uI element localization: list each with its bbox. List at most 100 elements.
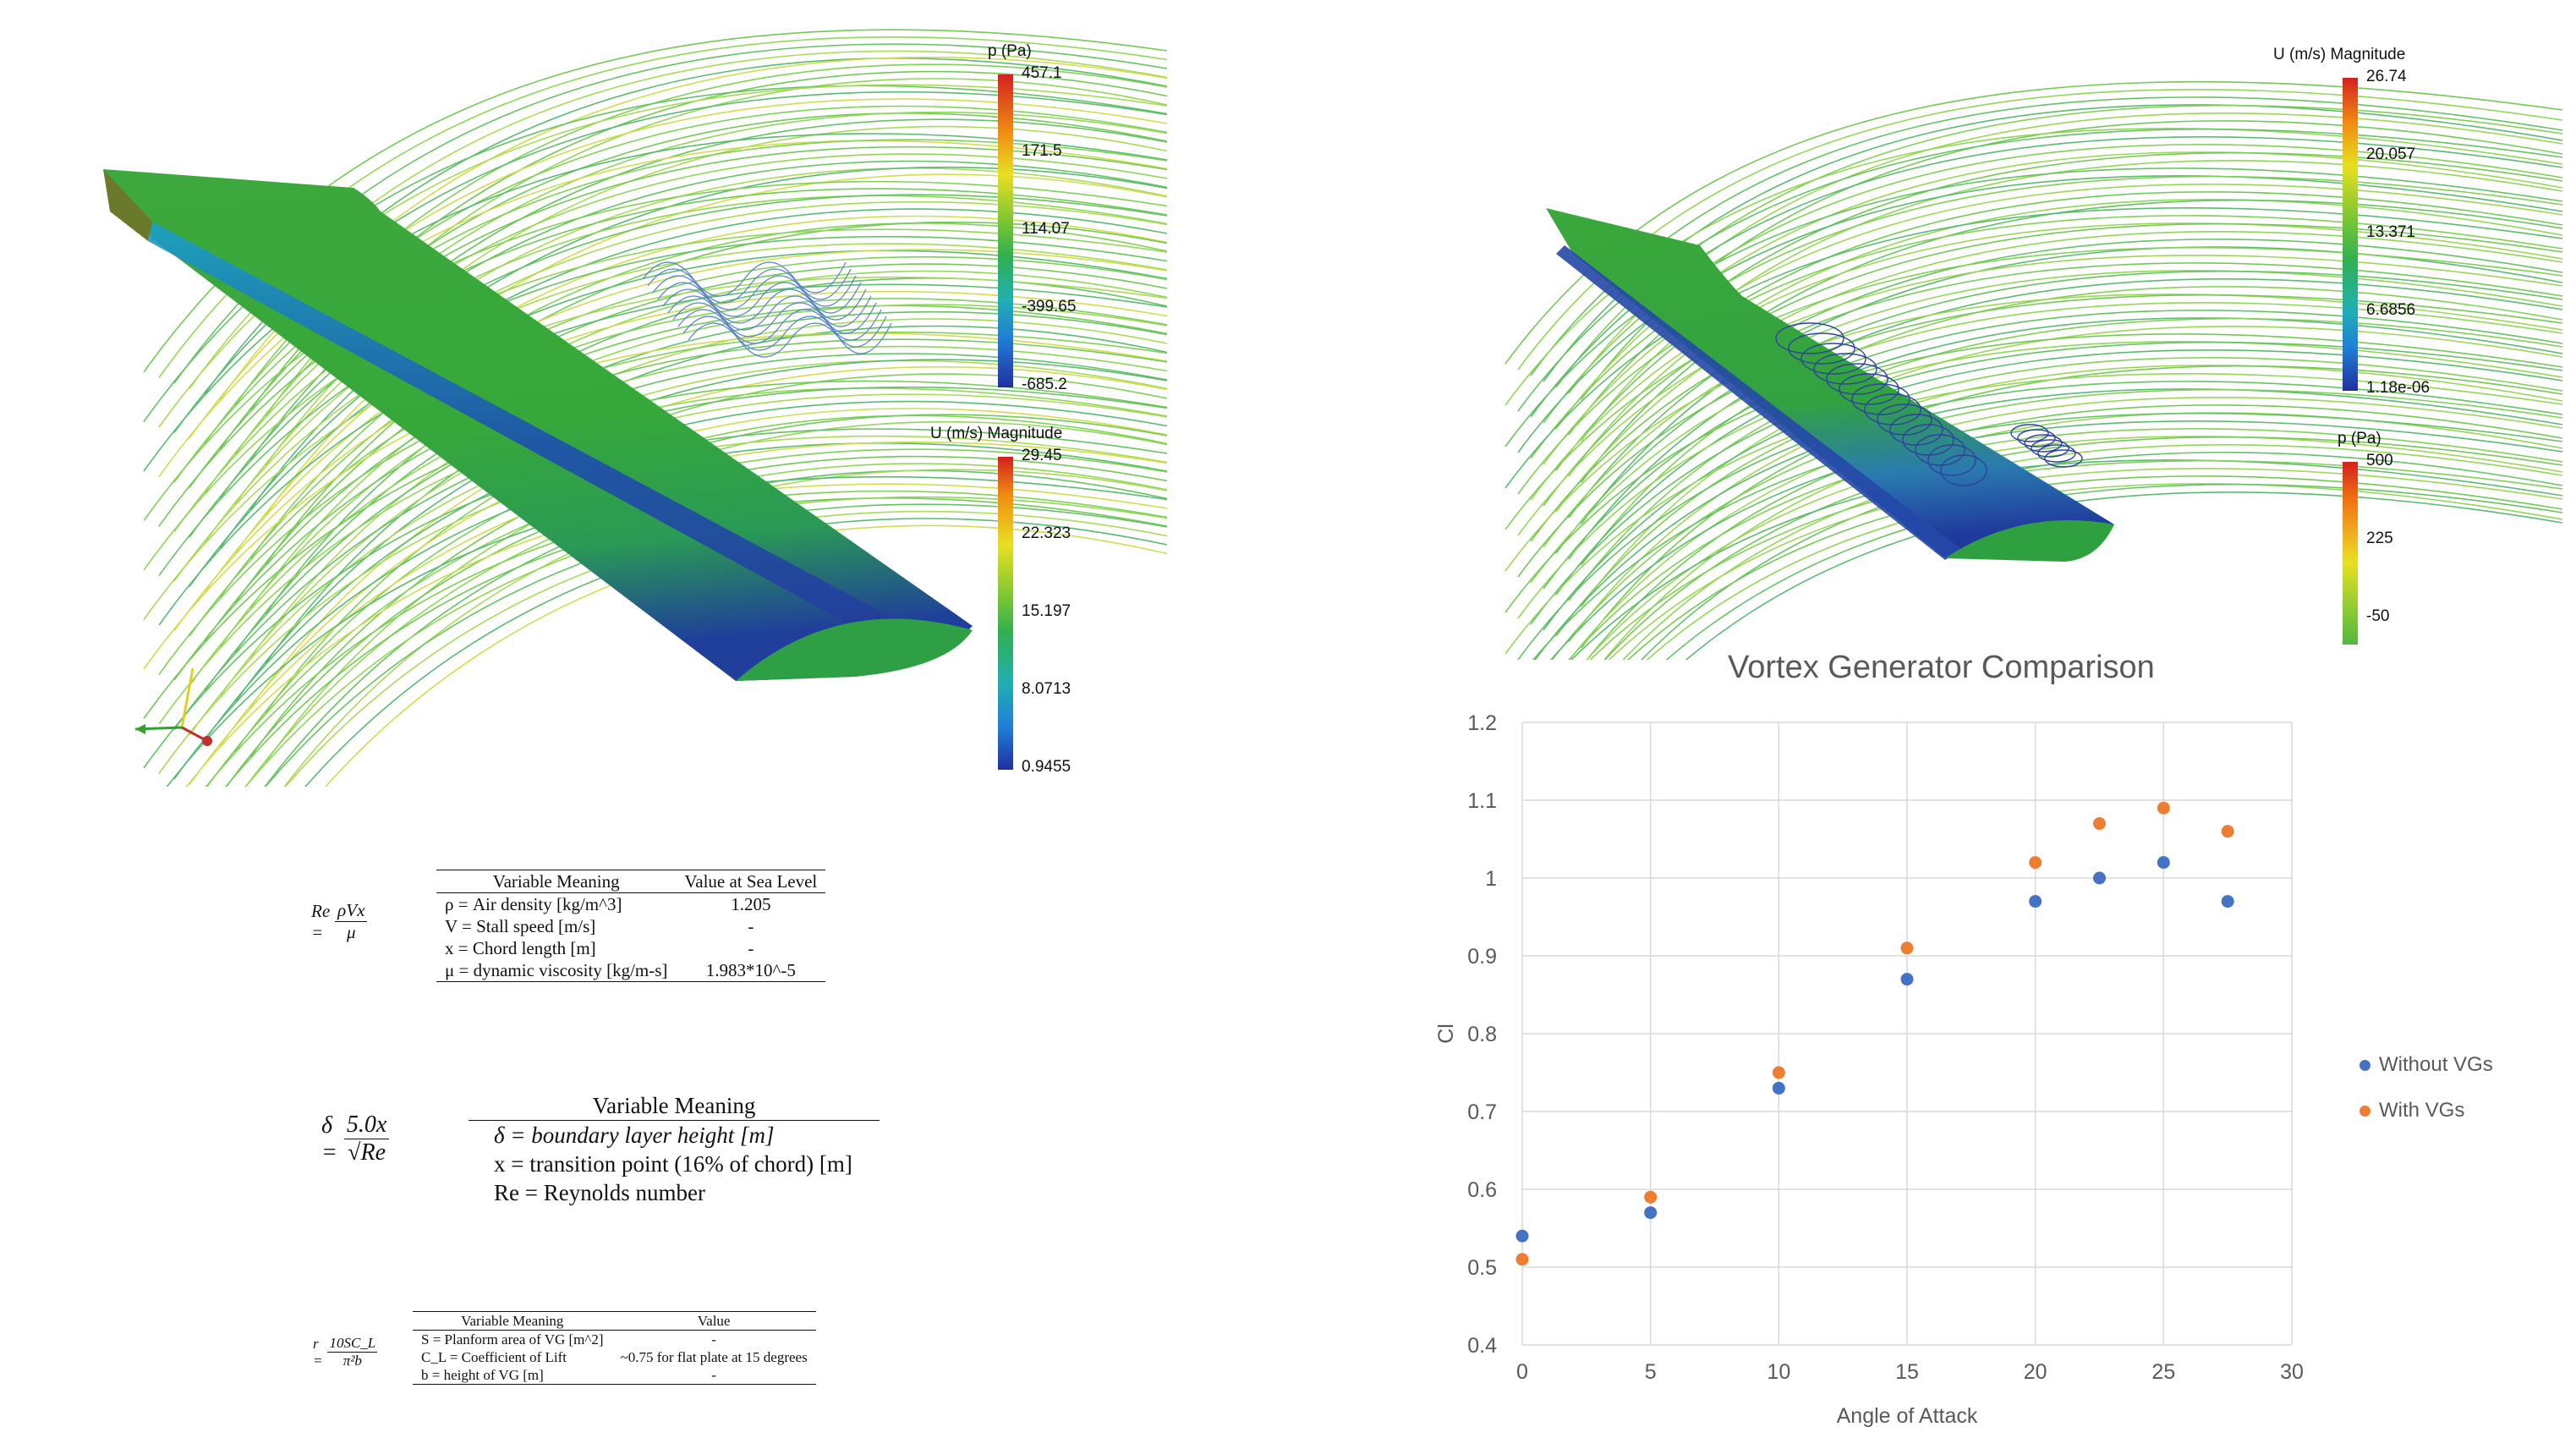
table-cell: 1.983*10^-5	[676, 959, 826, 982]
table-header: Variable Meaning	[436, 870, 677, 893]
streamline	[158, 235, 1168, 576]
streamline	[173, 139, 1168, 483]
vortex-loop	[2024, 434, 2063, 453]
right-vortex-cores	[1775, 322, 2083, 486]
vortex-loop	[1864, 393, 1921, 425]
chart-y-axis-label: Cl	[1434, 1024, 1458, 1044]
left-colorbar-p-tick: -685.2	[1022, 376, 1067, 393]
streamline	[219, 160, 1168, 499]
table-cell: -	[748, 916, 754, 936]
y-tick-label: 1	[1485, 867, 1497, 891]
chart-points	[1515, 801, 2234, 1266]
table-header: Variable Meaning	[469, 1091, 880, 1121]
streamline	[1581, 365, 2563, 649]
vortex-line	[688, 322, 892, 358]
legend-item-with-vgs: With VGs	[2360, 1088, 2493, 1133]
data-point-with-vgs	[1900, 941, 1914, 955]
y-tick-label: 0.7	[1467, 1100, 1497, 1124]
table-cell: δ = boundary layer height [m]	[494, 1122, 775, 1148]
vortex-loop	[2010, 424, 2049, 442]
x-tick-label: 30	[2280, 1360, 2304, 1384]
y-tick-label: 0.5	[1467, 1256, 1497, 1280]
table-cell: -	[611, 1366, 816, 1385]
streamline	[1581, 286, 2563, 566]
vortex-loop	[1839, 373, 1899, 405]
right-colorbar-p-tick: 500	[2366, 452, 2393, 469]
streamline	[189, 145, 1168, 488]
streamline	[1517, 255, 2563, 536]
left-cfd-render	[103, 29, 1168, 787]
x-tick-label: 5	[1645, 1360, 1657, 1384]
vortex-loop	[1915, 434, 1965, 466]
data-point-without-vgs	[2221, 895, 2234, 908]
data-point-without-vgs	[2029, 895, 2042, 908]
vortex-line	[682, 316, 887, 351]
data-point-with-vgs	[1772, 1066, 1785, 1079]
left-colorbar-p-title: p (Pa)	[988, 42, 1032, 60]
vortex-loop	[1927, 444, 1976, 476]
streamline	[1530, 222, 2563, 501]
vortex-loop	[1775, 322, 1844, 354]
left-colorbar-p-tick: 171.5	[1022, 142, 1062, 160]
streamline	[143, 276, 1168, 620]
vortex-loop	[1826, 363, 1888, 395]
data-point-with-vgs	[2093, 817, 2106, 831]
streamline	[158, 140, 1168, 477]
vortex-loop	[2031, 439, 2069, 458]
streamline	[1504, 333, 2563, 613]
left-colorbar-p	[998, 74, 1013, 387]
x-tick-label: 15	[1895, 1360, 1919, 1384]
vortex-loop	[2044, 449, 2083, 468]
equation-r-formula: r = 10SC_L π²b	[313, 1335, 378, 1369]
streamline	[1517, 215, 2563, 495]
streamline	[204, 200, 1168, 543]
streamline	[219, 255, 1168, 598]
right-colorbar-u-title: U (m/s) Magnitude	[2273, 46, 2406, 63]
data-point-without-vgs	[2093, 871, 2106, 885]
streamline	[1530, 341, 2563, 625]
equation-r-denominator: π²b	[343, 1353, 362, 1369]
table-cell: μ = dynamic viscosity [kg/m-s]	[436, 959, 677, 982]
vortex-loop	[2017, 429, 2056, 447]
chart-x-axis-label: Angle of Attack	[1837, 1404, 1978, 1428]
data-point-with-vgs	[1515, 1253, 1529, 1266]
vortex-loop	[1851, 383, 1910, 415]
y-tick-label: 0.8	[1467, 1023, 1497, 1046]
streamline	[1517, 128, 2563, 412]
equation-r-lhs: r =	[313, 1335, 323, 1369]
table-cell: C_L = Coefficient of Lift	[421, 1349, 567, 1365]
right-wing-tip	[1945, 520, 2114, 562]
data-point-without-vgs	[1900, 973, 1914, 986]
left-wing-tip	[736, 618, 973, 681]
table-cell: ~0.75 for flat plate at 15 degrees	[620, 1349, 808, 1365]
data-point-without-vgs	[1515, 1229, 1529, 1243]
right-colorbar-u-tick: 6.6856	[2366, 301, 2416, 319]
streamline	[1504, 294, 2563, 572]
data-point-without-vgs	[1772, 1081, 1785, 1095]
left-colorbar-u-tick: 29.45	[1022, 447, 1062, 464]
equation-re-lhs: Re =	[311, 900, 331, 942]
streamline	[1504, 246, 2563, 530]
streamline	[189, 250, 1168, 587]
right-streamlines	[1504, 80, 2563, 660]
data-point-with-vgs	[1644, 1190, 1658, 1204]
vortex-line	[672, 302, 877, 338]
left-colorbar-p-tick: 114.07	[1022, 220, 1070, 238]
vortex-line	[647, 268, 852, 304]
streamline	[173, 195, 1168, 532]
data-point-with-vgs	[2157, 801, 2170, 815]
chart-title: Vortex Generator Comparison	[1728, 650, 2155, 685]
equation-re-denominator: μ	[347, 922, 356, 942]
streamline	[1530, 262, 2563, 542]
right-cfd-visualization: U (m/s) Magnitude 26.74 20.057 13.371 6.…	[1472, 0, 2576, 660]
streamline	[1517, 175, 2563, 453]
data-point-with-vgs	[2029, 856, 2042, 870]
y-tick-label: 0.4	[1467, 1334, 1497, 1358]
table-cell: -	[748, 938, 754, 958]
left-colorbar-u-title: U (m/s) Magnitude	[930, 425, 1063, 442]
equation-r-numerator: 10SC_L	[327, 1335, 378, 1353]
left-colorbar-u-tick: 15.197	[1022, 602, 1072, 620]
left-colorbar-p-tick: 457.1	[1022, 64, 1062, 82]
x-tick-label: 0	[1516, 1360, 1528, 1384]
right-cfd-render	[1504, 80, 2563, 660]
